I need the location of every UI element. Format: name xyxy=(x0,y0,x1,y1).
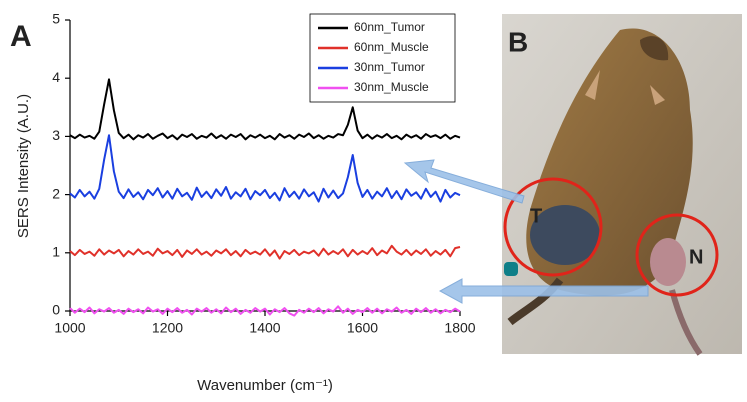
y-tick-label: 5 xyxy=(52,11,60,27)
legend-label: 30nm_Muscle xyxy=(354,80,429,94)
series-line xyxy=(69,244,461,260)
mouse-leg xyxy=(507,277,564,326)
series-line xyxy=(69,305,461,317)
arrow xyxy=(438,278,649,304)
y-axis-label: SERS Intensity (A.U.) xyxy=(15,94,32,238)
series-line xyxy=(69,134,461,203)
x-tick-label: 1800 xyxy=(444,320,475,336)
arrow xyxy=(403,159,525,204)
series-line xyxy=(69,78,461,141)
marker-label: N xyxy=(689,246,703,268)
y-tick-label: 4 xyxy=(52,69,60,85)
legend-label: 30nm_Tumor xyxy=(354,60,425,74)
panel-label: A xyxy=(10,20,32,53)
x-tick-label: 1200 xyxy=(152,320,183,336)
legend-label: 60nm_Muscle xyxy=(354,40,429,54)
x-tick-label: 1400 xyxy=(249,320,280,336)
normal-tissue xyxy=(650,238,686,286)
tumor xyxy=(530,205,600,265)
legend-label: 60nm_Tumor xyxy=(354,20,425,34)
x-axis-label: Wavenumber (cm⁻¹) xyxy=(197,377,333,394)
x-tick-label: 1600 xyxy=(347,320,378,336)
normal-circle xyxy=(635,213,719,297)
panel-label: B xyxy=(508,26,528,57)
arrows xyxy=(403,159,649,304)
mouse-paws xyxy=(585,70,665,105)
tumor-circle xyxy=(503,177,603,277)
mouse-head xyxy=(640,36,669,61)
marker-label: T xyxy=(530,205,542,227)
y-tick-label: 3 xyxy=(52,127,60,143)
x-tick-label: 1000 xyxy=(54,320,85,336)
y-tick-label: 0 xyxy=(52,302,60,318)
y-tick-label: 1 xyxy=(52,244,60,260)
mouse-tail xyxy=(669,289,703,356)
cap xyxy=(504,262,518,276)
photo: B T N xyxy=(502,14,742,356)
y-tick-label: 2 xyxy=(52,185,60,201)
